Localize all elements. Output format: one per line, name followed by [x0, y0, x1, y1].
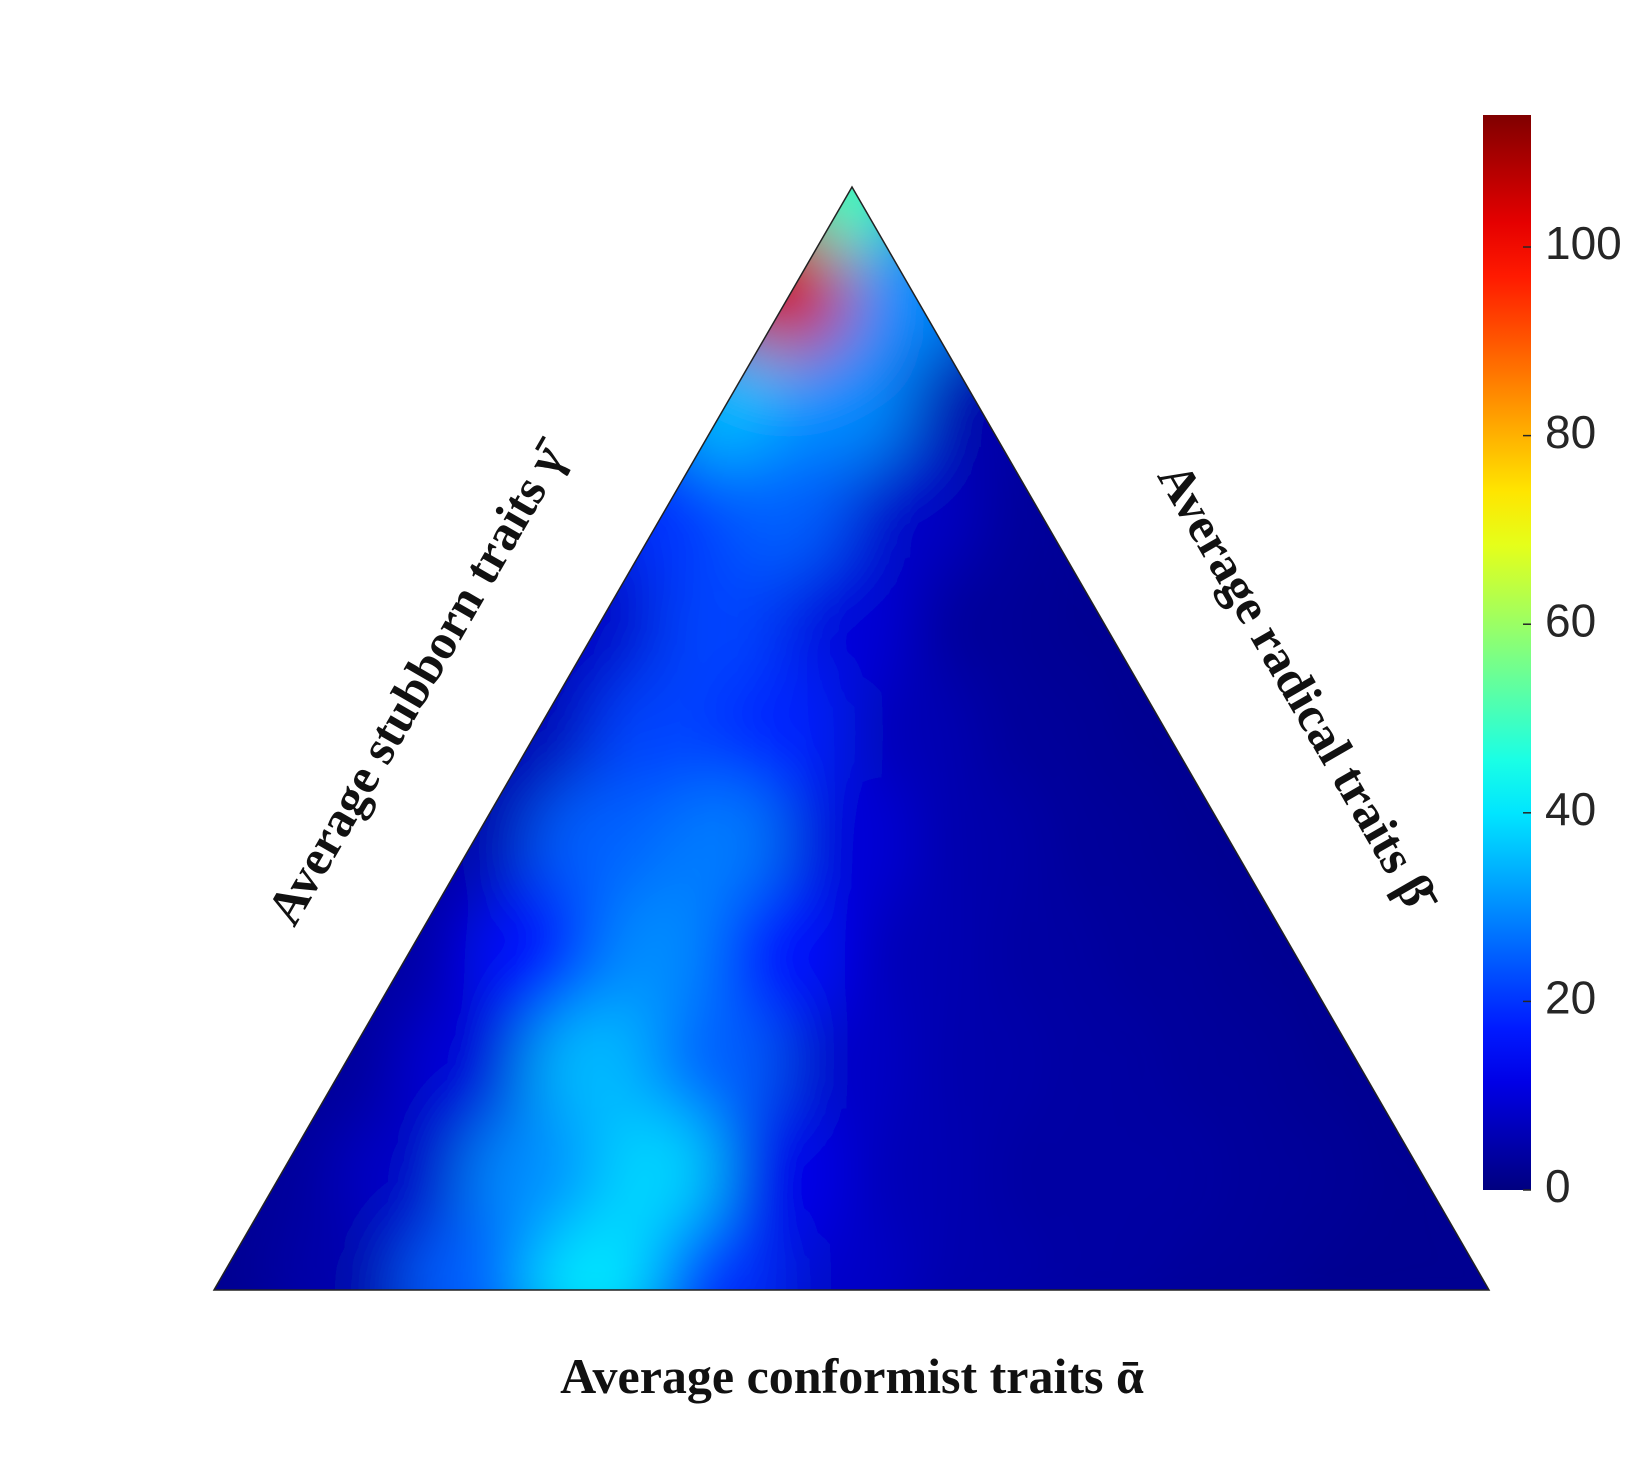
heat-cell: [270, 1218, 414, 1290]
heat-cell: [1035, 1218, 1179, 1290]
colorbar: [1483, 115, 1531, 1190]
heat-cell: [1035, 997, 1179, 1142]
colorbar-ticks: 0 20 40 60 80 100: [1523, 217, 1622, 1212]
heat-cell: [780, 997, 924, 1142]
heat-cell: [780, 776, 924, 921]
heat-cell: [1098, 887, 1243, 1032]
heat-cell: [1417, 1218, 1489, 1290]
heat-cell: [214, 1218, 287, 1290]
heat-cell: [907, 1218, 1052, 1290]
heat-cell: [1035, 776, 1179, 921]
heat-cell: [1098, 1107, 1243, 1252]
heat-cell: [971, 1107, 1116, 1252]
heat-cell: [843, 445, 988, 590]
heat-cell: [1162, 1218, 1307, 1290]
heat-cell: [397, 997, 542, 1142]
heat-cell: [1290, 1218, 1434, 1290]
heat-cell: [461, 1107, 606, 1252]
heat-cell: [843, 666, 988, 811]
heat-cell: [461, 887, 606, 1032]
colorbar-tick-label: 100: [1545, 217, 1622, 269]
heat-cell: [397, 1218, 542, 1290]
heat-cell: [716, 666, 861, 811]
heat-cell: [843, 887, 988, 1032]
heat-cell: [333, 1107, 478, 1252]
heat-cell: [652, 776, 797, 921]
heat-cell: [588, 666, 733, 811]
triangle-frame: [212, 185, 1491, 1291]
colorbar-tick-label: 80: [1545, 406, 1596, 458]
heat-cell: [780, 1218, 924, 1290]
heat-cell: [907, 776, 1052, 921]
heat-cell: [652, 556, 797, 701]
heat-cell: [716, 1107, 861, 1252]
heat-cell: [652, 1218, 797, 1290]
heat-cell: [716, 445, 861, 590]
heat-cell: [1162, 997, 1307, 1142]
colorbar-tick-label: 0: [1545, 1160, 1571, 1212]
heat-cell: [780, 335, 924, 480]
heat-cell: [525, 1218, 669, 1290]
heat-cell: [907, 997, 1052, 1142]
heat-cell: [652, 997, 797, 1142]
heat-cell: [716, 887, 861, 1032]
heat-cell: [971, 666, 1116, 811]
heat-cell: [907, 556, 1052, 701]
heat-cell: [971, 887, 1116, 1032]
colorbar-tick-label: 60: [1545, 594, 1596, 646]
heat-cell: [1226, 1107, 1371, 1252]
heat-cell: [525, 997, 669, 1142]
heat-cell: [780, 556, 924, 701]
heat-cell: [525, 776, 669, 921]
colorbar-tick-label: 40: [1545, 783, 1596, 835]
heat-cell: [588, 1107, 733, 1252]
heat-cell: [843, 1107, 988, 1252]
colorbar-tick-label: 20: [1545, 972, 1596, 1024]
bottom-axis-label: Average conformist traits ᾱ: [560, 1348, 1144, 1404]
heat-cell: [588, 887, 733, 1032]
